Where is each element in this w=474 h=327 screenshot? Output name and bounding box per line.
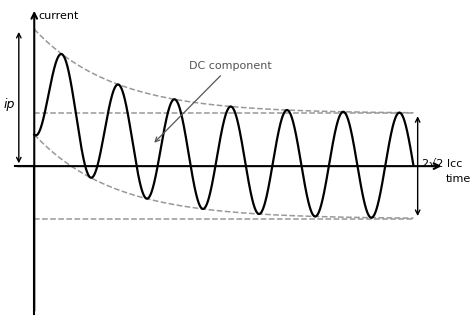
Text: current: current — [38, 11, 79, 21]
Text: ip: ip — [3, 98, 15, 111]
Text: time: time — [446, 174, 471, 184]
Text: DC component: DC component — [155, 61, 272, 142]
Text: 2√2 Icc: 2√2 Icc — [422, 159, 462, 168]
